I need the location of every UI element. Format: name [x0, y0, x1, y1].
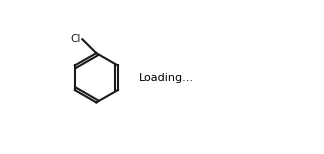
Text: Loading...: Loading... — [139, 73, 193, 83]
Text: Cl: Cl — [70, 34, 81, 44]
